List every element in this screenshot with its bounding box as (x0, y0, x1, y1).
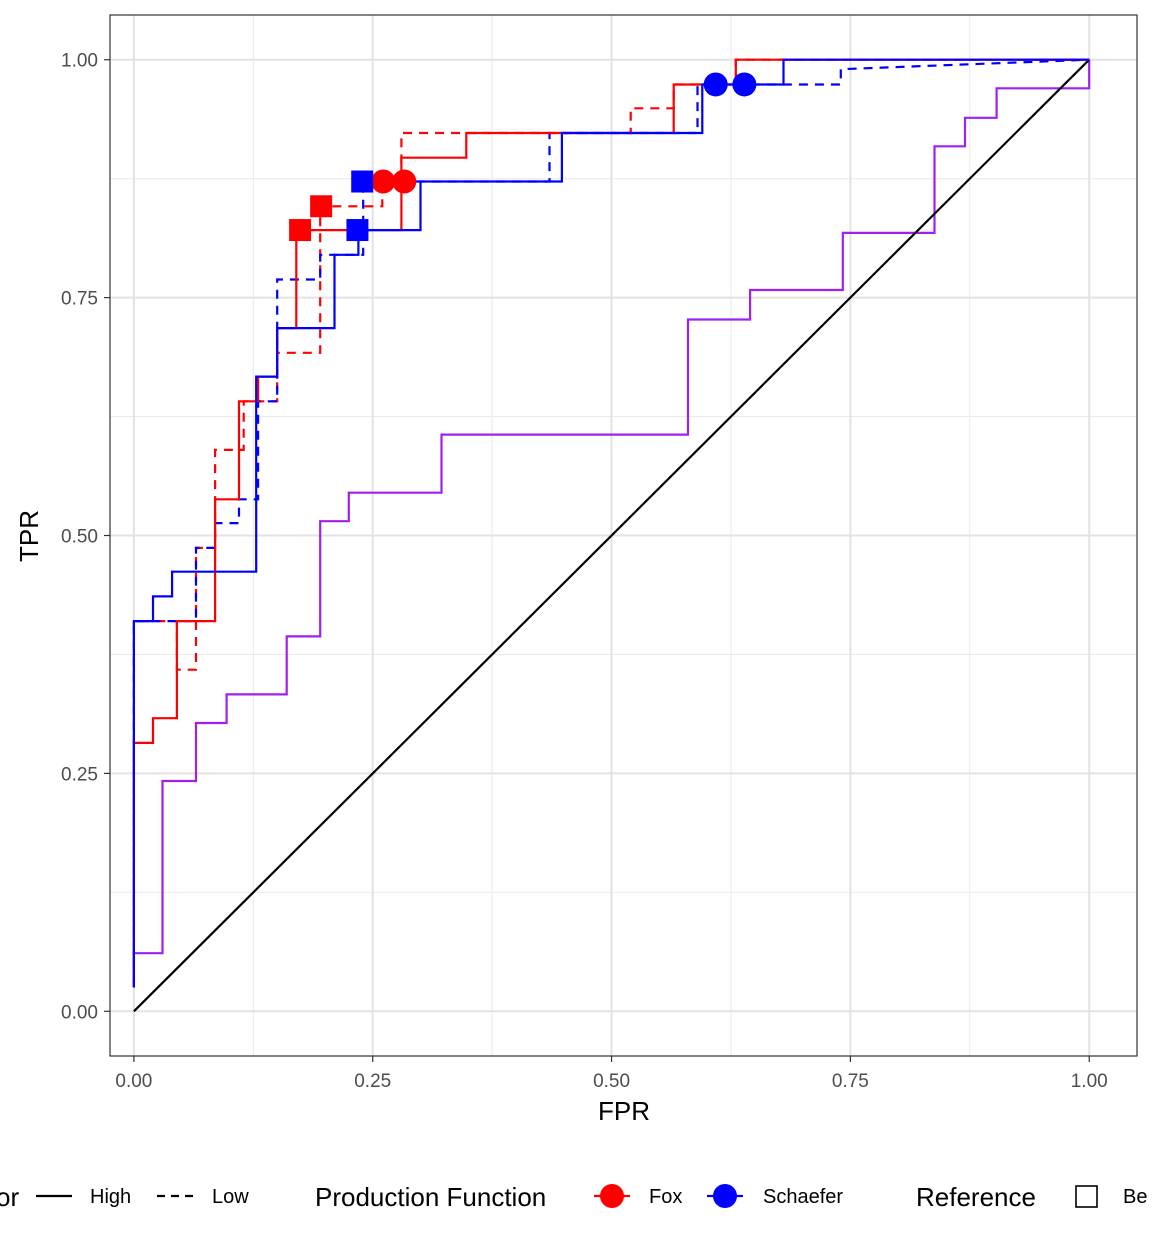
y-axis-title: TPR (14, 510, 44, 562)
legend-production-function-title: Production Function (315, 1182, 546, 1212)
series-schaefer-high-line (132, 58, 1090, 988)
legend-fox-marker (600, 1184, 624, 1208)
x-tick-label: 0.00 (115, 1071, 152, 1092)
legend-reference-key (1075, 1185, 1098, 1208)
fox-square-marker (289, 219, 312, 242)
fox-circle-marker (392, 169, 417, 194)
fox-square-marker (310, 195, 333, 218)
fox-circle-marker (371, 169, 396, 194)
series-fox-low-line (132, 58, 1090, 983)
axes: 0.00 0.25 0.50 0.75 1.00 0.00 0.25 0.50 0.75 1.00 (61, 51, 1108, 1092)
legend-high-label: High (90, 1186, 131, 1208)
legend-fox-label: Fox (649, 1186, 682, 1208)
legend-schaefer-label: Schaefer (763, 1186, 843, 1208)
x-tick-label: 0.25 (354, 1071, 391, 1092)
x-axis-title: FPR (598, 1096, 650, 1126)
marker-layer (289, 72, 757, 242)
x-tick-label: 0.50 (593, 1071, 630, 1092)
series-layer (132, 58, 1091, 1013)
schaefer-circle-marker (703, 72, 728, 97)
y-tick-label: 0.50 (61, 527, 98, 548)
series-reference-line (132, 59, 1091, 988)
legend-factor-title: or (0, 1182, 19, 1212)
y-tick-label: 1.00 (61, 51, 98, 72)
legend-low-label: Low (212, 1186, 249, 1208)
y-tick-label: 0.00 (61, 1002, 98, 1023)
y-tick-label: 0.25 (61, 764, 98, 785)
x-tick-label: 0.75 (832, 1071, 869, 1092)
legend: or High Low Production Function Fox Scha… (0, 1182, 1147, 1212)
legend-reference-title: Reference (916, 1182, 1036, 1212)
legend-reference-label: Be (1123, 1186, 1147, 1208)
legend-schaefer-marker (713, 1184, 737, 1208)
x-tick-label: 1.00 (1071, 1071, 1108, 1092)
series-schaefer-low-line (132, 58, 1090, 988)
schaefer-square-marker (351, 170, 374, 193)
y-tick-label: 0.75 (61, 289, 98, 310)
series-diagonal-line (133, 58, 1090, 1013)
schaefer-square-marker (346, 219, 369, 242)
grid (110, 15, 1137, 1056)
schaefer-circle-marker (732, 72, 757, 97)
